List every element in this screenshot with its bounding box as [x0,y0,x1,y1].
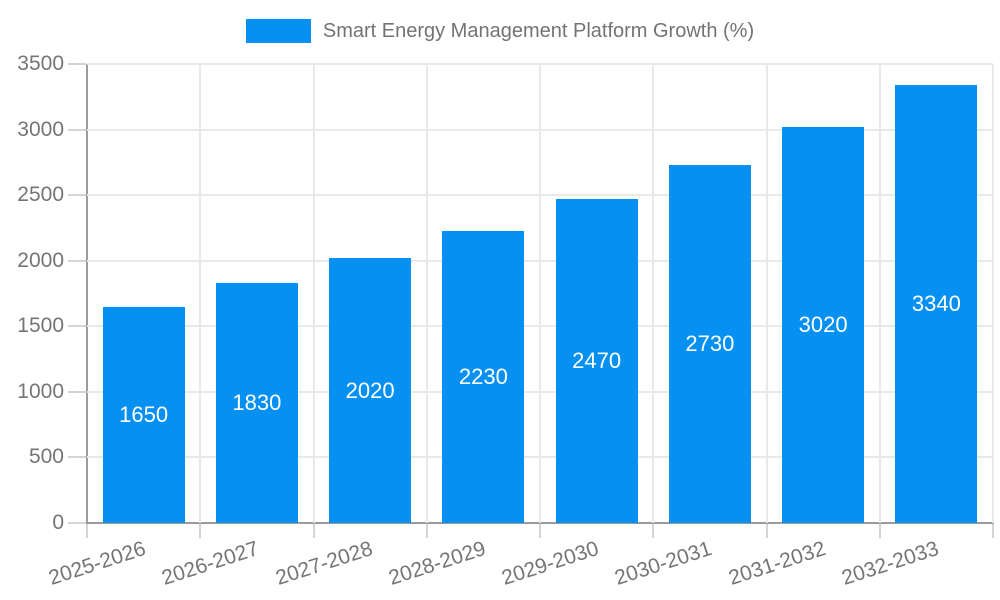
x-axis-tick-label: 2026-2027 [159,537,262,590]
bar-value-label: 3020 [798,311,848,337]
x-axis-tick-label: 2031-2032 [725,537,829,590]
bar: 2230 [442,230,525,523]
bar-value-label: 3340 [911,290,961,316]
bar-value-label: 2730 [685,330,735,356]
x-gridline [312,64,315,523]
y-axis-tick-label: 3500 [17,52,64,75]
y-axis-line [86,64,88,524]
y-tick-mark [68,522,86,524]
x-axis-tick-label: 2028-2029 [385,537,489,590]
y-axis-tick-label: 500 [28,445,64,469]
y-tick-mark [68,390,86,393]
x-axis-tick-label: 2027-2028 [272,537,376,590]
y-axis-tick-label: 0 [52,511,64,534]
x-axis-tick-label: 2032-2033 [838,537,942,590]
x-tick-mark [539,524,541,538]
plot-area: 1650 1830 2020 2230 2470 2730 3020 3340 [87,63,994,523]
x-tick-mark [425,524,428,538]
y-axis-tick-label: 2000 [17,248,64,272]
x-gridline [199,64,202,523]
x-tick-mark [86,524,88,538]
x-gridline [765,64,768,523]
x-tick-mark [652,524,655,538]
bar: 2020 [329,258,412,523]
y-tick-mark [68,325,86,328]
x-gridline [878,64,881,523]
legend: Smart Energy Management Platform Growth … [0,19,1000,43]
bar: 2730 [668,164,751,523]
legend-swatch [245,19,311,43]
bar: 1650 [102,306,185,523]
bar-value-label: 2470 [572,348,622,374]
bar: 3020 [782,126,865,523]
y-axis-tick-label: 3000 [17,117,64,141]
y-axis-tick-label: 2500 [17,183,64,207]
y-tick-mark [68,194,86,197]
x-axis-tick-label: 2030-2031 [612,537,715,590]
bar-value-label: 1830 [232,389,282,415]
bar-value-label: 2020 [345,377,395,403]
legend-label: Smart Energy Management Platform Growth … [322,19,755,42]
bar: 1830 [215,283,298,523]
y-tick-mark [68,456,86,459]
x-gridline [652,64,655,523]
y-tick-mark [68,63,86,65]
x-tick-mark [878,524,881,538]
y-axis-tick-label: 1500 [17,314,64,338]
x-axis-tick-label: 2025-2026 [46,537,149,590]
bar: 3340 [895,84,978,523]
x-gridline [992,64,994,523]
x-tick-mark [199,524,202,538]
bar-value-label: 1650 [119,401,169,427]
y-tick-mark [68,259,86,262]
bar-value-label: 2230 [458,363,508,389]
x-gridline [425,64,428,523]
x-axis-tick-label: 2029-2030 [499,537,602,590]
y-tick-mark [68,128,86,131]
x-tick-mark [992,524,994,538]
x-tick-mark [765,524,768,538]
x-gridline [539,64,541,523]
y-axis-tick-label: 1000 [17,379,64,403]
x-axis-line [86,522,994,524]
bar: 2470 [555,199,638,523]
x-tick-mark [312,524,315,538]
